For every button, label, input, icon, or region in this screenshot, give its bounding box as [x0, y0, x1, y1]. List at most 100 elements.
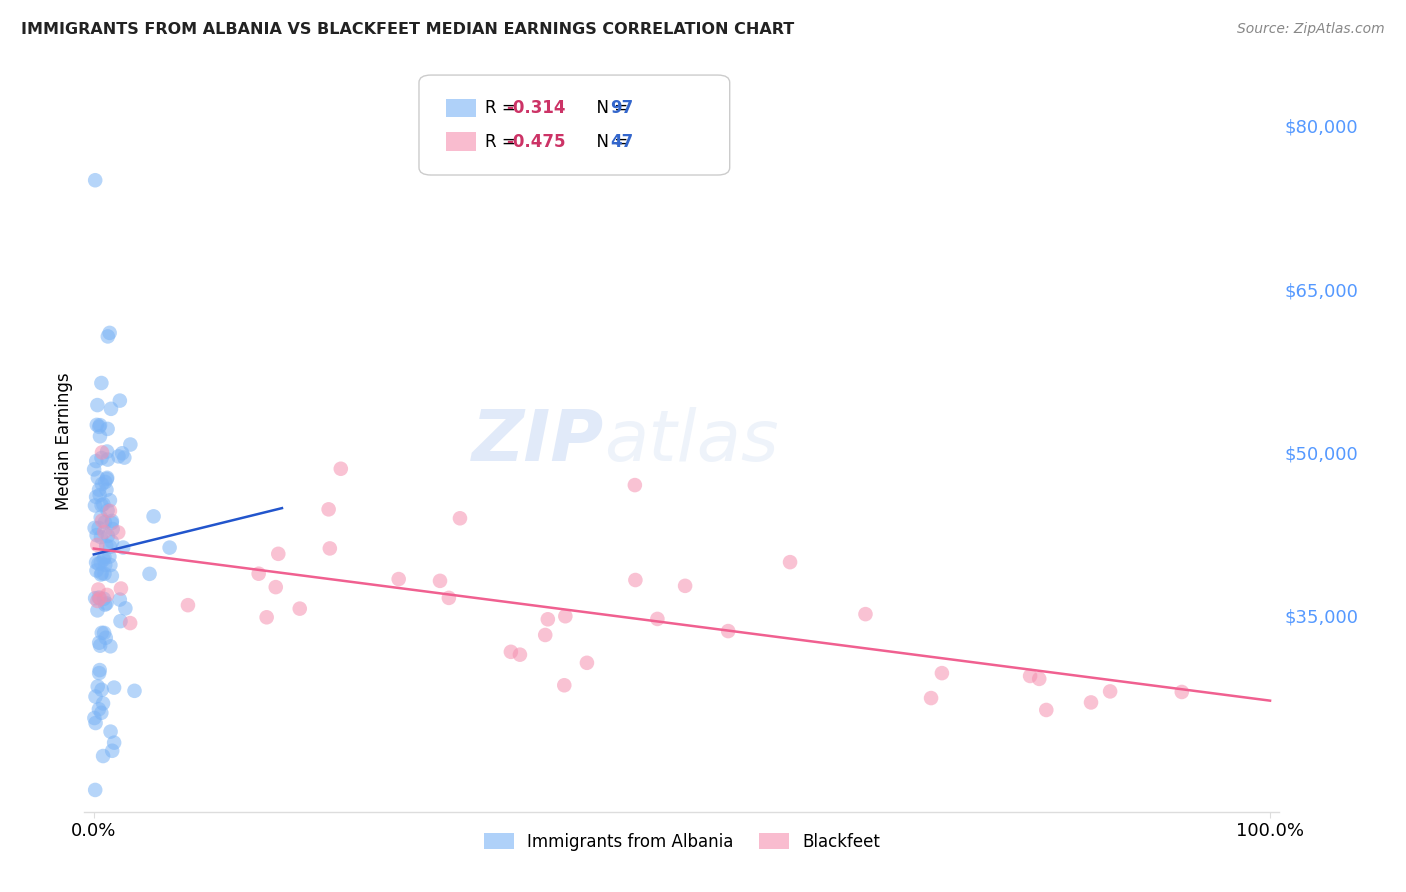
Point [84, 783, 107, 797]
Point [90, 498, 112, 512]
Point [89, 666, 111, 681]
Point [90, 706, 112, 720]
Point [86, 564, 108, 578]
Point [86, 538, 108, 552]
Point [86, 528, 108, 542]
Point [94, 598, 117, 612]
Point [93, 550, 115, 565]
Point [90, 376, 112, 390]
Point [101, 535, 124, 549]
Point [90, 477, 112, 491]
Point [89, 636, 111, 650]
Point [97, 329, 120, 343]
Point [86, 603, 108, 617]
Point [647, 612, 669, 626]
Point [1019, 669, 1042, 683]
Point [91, 749, 114, 764]
Y-axis label: Median Earnings: Median Earnings [55, 373, 73, 510]
Point [553, 678, 575, 692]
Point [101, 569, 124, 583]
Text: R =: R = [485, 99, 520, 118]
Point [90, 530, 112, 544]
Point [86, 594, 108, 608]
Point [89, 420, 111, 434]
Point [86, 398, 108, 412]
Point [86, 680, 108, 694]
Point [288, 601, 311, 615]
Text: 47: 47 [610, 133, 634, 151]
Point [87, 483, 110, 497]
Point [96, 483, 118, 497]
Point [107, 450, 129, 464]
Point [90, 510, 112, 524]
Point [112, 450, 135, 465]
Point [437, 591, 460, 605]
Point [267, 547, 290, 561]
Point [101, 744, 124, 758]
Point [103, 736, 125, 750]
Point [89, 663, 111, 677]
Point [90, 566, 112, 581]
Point [90, 450, 112, 465]
Point [93, 626, 115, 640]
Point [388, 572, 411, 586]
Point [90, 625, 112, 640]
Point [83, 521, 105, 535]
Point [1028, 672, 1050, 686]
Point [90, 682, 112, 697]
Point [103, 681, 125, 695]
Point [91, 445, 114, 459]
Point [93, 497, 115, 511]
Point [100, 401, 122, 416]
Point [554, 609, 576, 624]
Point [1171, 685, 1194, 699]
Point [100, 558, 122, 572]
Text: atlas: atlas [605, 407, 779, 476]
Point [575, 656, 598, 670]
Point [107, 525, 129, 540]
Point [96, 539, 118, 553]
Point [931, 666, 953, 681]
Point [101, 522, 124, 536]
Text: -0.314: -0.314 [506, 99, 565, 118]
Point [89, 429, 111, 443]
Point [138, 566, 160, 581]
Point [84, 555, 107, 569]
Point [120, 616, 142, 631]
Text: N =: N = [586, 133, 634, 151]
Point [534, 628, 557, 642]
Point [89, 418, 111, 433]
Point [499, 645, 522, 659]
Text: IMMIGRANTS FROM ALBANIA VS BLACKFEET MEDIAN EARNINGS CORRELATION CHART: IMMIGRANTS FROM ALBANIA VS BLACKFEET MED… [21, 22, 794, 37]
Text: Source: ZipAtlas.com: Source: ZipAtlas.com [1237, 22, 1385, 37]
Point [84, 173, 107, 187]
Text: N =: N = [586, 99, 634, 118]
Point [84, 490, 107, 504]
Point [108, 393, 131, 408]
Point [537, 612, 560, 626]
Point [142, 509, 165, 524]
Point [90, 567, 112, 582]
FancyBboxPatch shape [447, 99, 477, 117]
FancyBboxPatch shape [447, 132, 477, 151]
Point [247, 566, 270, 581]
Point [94, 558, 117, 572]
Point [624, 573, 647, 587]
Point [96, 597, 118, 611]
Point [120, 437, 142, 451]
Point [100, 640, 122, 654]
Point [91, 514, 114, 528]
Point [673, 579, 696, 593]
Point [177, 598, 200, 612]
Point [1035, 703, 1057, 717]
Point [159, 541, 181, 555]
Point [110, 614, 132, 628]
Point [93, 524, 115, 539]
Point [96, 471, 118, 485]
Point [84, 716, 107, 731]
Point [97, 503, 120, 517]
Point [98, 493, 121, 508]
Point [264, 580, 287, 594]
Point [93, 591, 115, 606]
Point [96, 444, 118, 458]
